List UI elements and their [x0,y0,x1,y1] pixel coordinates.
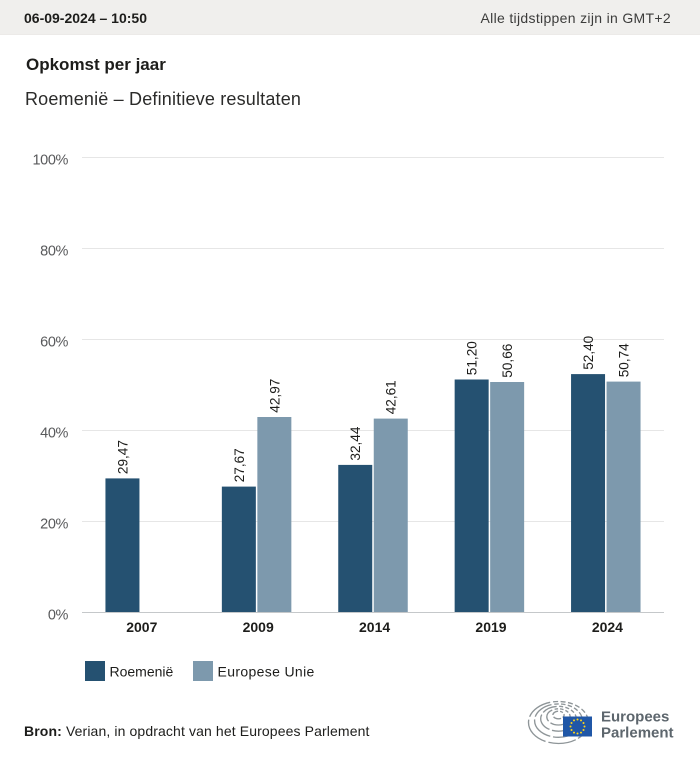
svg-text:2009: 2009 [243,619,274,635]
svg-text:Parlement: Parlement [601,725,674,742]
svg-text:0%: 0% [48,608,69,624]
svg-text:2019: 2019 [475,619,506,635]
svg-text:50,66: 50,66 [500,344,515,378]
svg-text:42,61: 42,61 [384,380,399,414]
svg-text:40%: 40% [40,426,68,442]
svg-text:60%: 60% [40,335,68,351]
svg-text:20%: 20% [40,517,68,533]
svg-text:Roemenië: Roemenië [110,664,174,680]
svg-text:32,44: 32,44 [348,426,363,460]
svg-text:29,47: 29,47 [115,440,130,474]
svg-text:Europese Unie: Europese Unie [218,664,315,680]
svg-text:80%: 80% [40,244,68,260]
svg-text:2014: 2014 [359,619,390,635]
svg-text:2007: 2007 [126,619,157,635]
svg-text:27,67: 27,67 [232,448,247,482]
svg-text:52,40: 52,40 [581,335,596,369]
svg-text:100%: 100% [33,153,69,169]
svg-text:50,74: 50,74 [617,343,632,377]
svg-text:42,97: 42,97 [267,379,282,413]
svg-text:51,20: 51,20 [465,341,480,375]
svg-text:Europees: Europees [601,709,669,726]
svg-text:2024: 2024 [592,619,623,635]
